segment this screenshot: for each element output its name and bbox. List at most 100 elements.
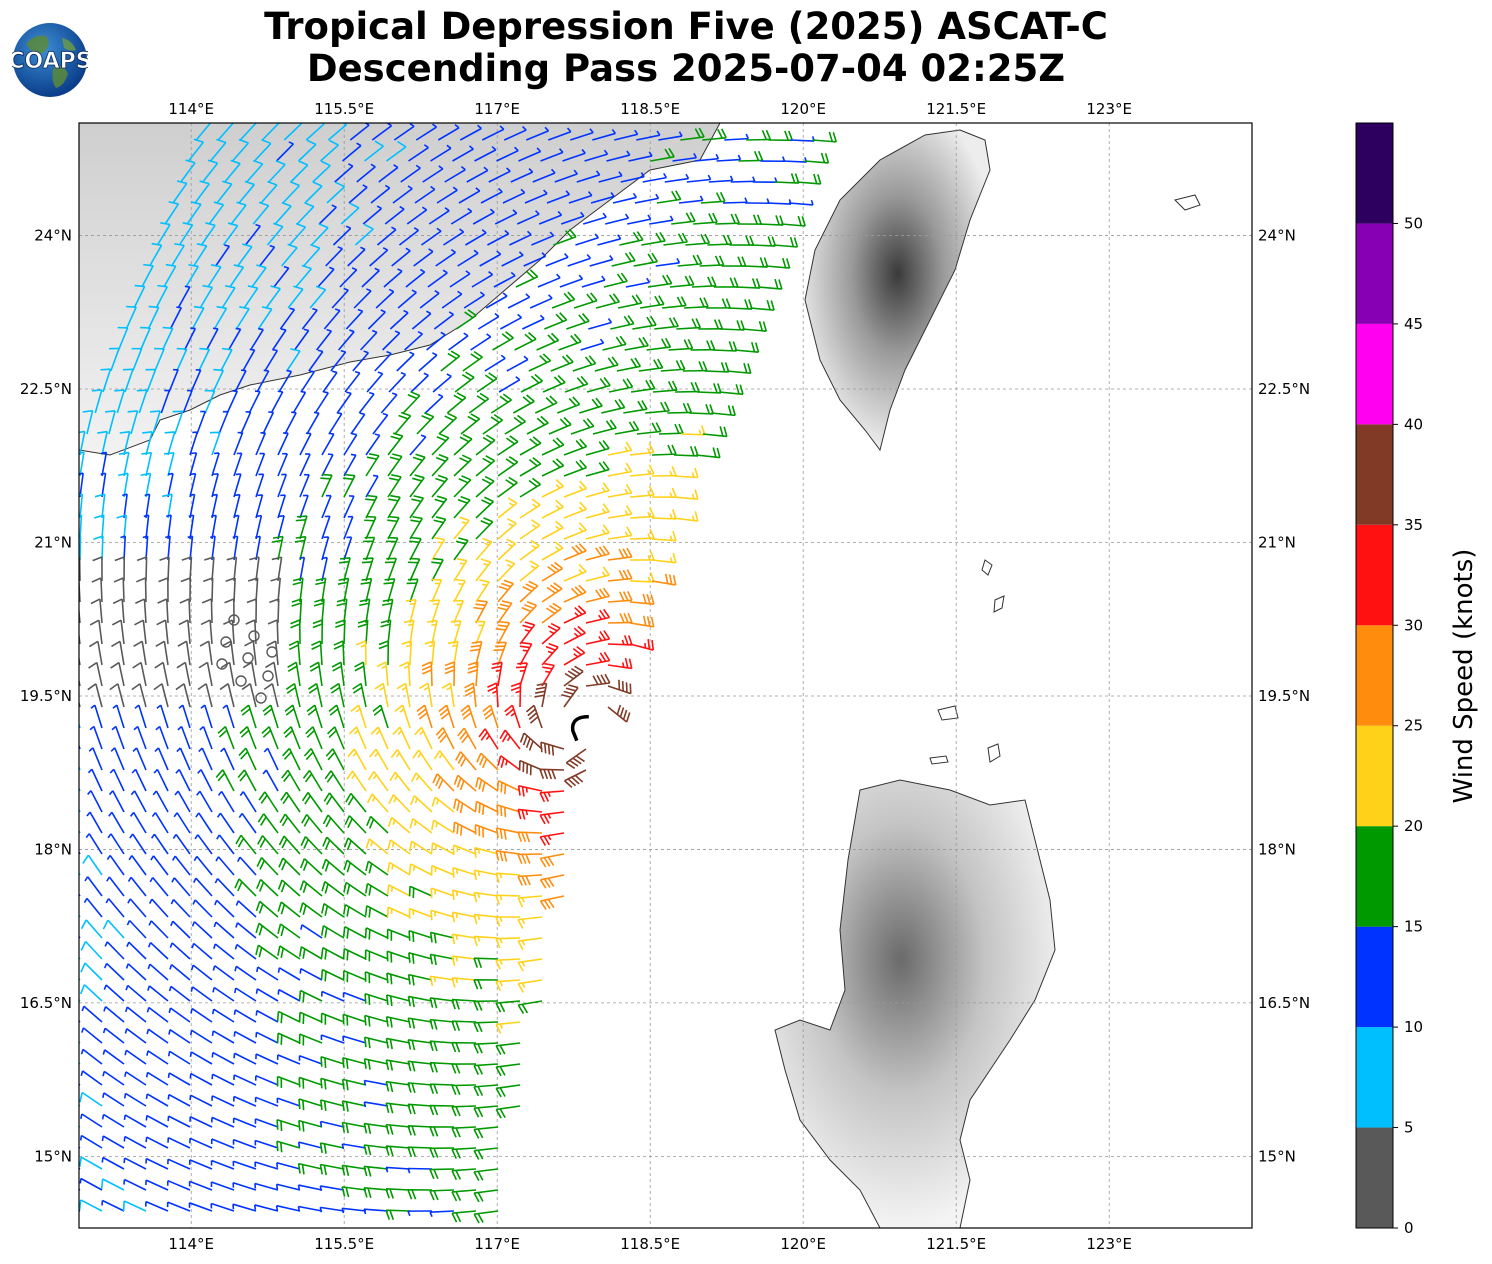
barb-feather: [363, 1080, 367, 1086]
wind-barb: [133, 284, 146, 309]
barb-feather: [470, 353, 480, 361]
barb-feather: [651, 252, 658, 263]
barb-feather: [551, 745, 555, 756]
wind-barb: [612, 192, 637, 204]
barb-feather: [364, 927, 368, 938]
wind-barb: [141, 263, 154, 288]
barb-feather: [473, 350, 483, 358]
barb-shaft: [361, 269, 380, 288]
barb-feather: [635, 294, 643, 304]
barb-shaft: [292, 391, 307, 414]
wind-barb: [348, 184, 368, 204]
wind-barb: [172, 180, 188, 204]
barb-feather: [455, 578, 466, 582]
barb-feather: [565, 230, 573, 239]
barb-feather: [719, 426, 724, 437]
wind-barb: [498, 376, 521, 393]
barb-feather: [305, 432, 312, 435]
barb-shaft: [588, 321, 612, 330]
barb-feather: [512, 209, 518, 214]
barb-feather: [319, 1207, 323, 1213]
barb-feather: [493, 413, 503, 421]
barb-feather: [637, 400, 644, 411]
barb-feather: [359, 412, 365, 416]
barb-shaft: [130, 410, 139, 435]
wind-barb: [594, 356, 619, 372]
barb-shaft: [262, 412, 275, 435]
barb-shaft: [248, 391, 261, 414]
barb-feather: [505, 437, 516, 445]
barb-feather: [671, 190, 678, 201]
barb-feather: [123, 1136, 126, 1142]
barb-feather: [233, 1009, 237, 1015]
barb-feather: [759, 257, 765, 268]
wind-barb: [641, 231, 666, 246]
barb-feather: [774, 278, 779, 289]
barb-feather: [657, 358, 664, 369]
barb-feather: [346, 950, 349, 961]
barb-feather: [430, 842, 434, 854]
barb-feather: [801, 216, 806, 227]
barb-shaft: [240, 411, 252, 435]
barb-feather: [595, 397, 603, 407]
wind-barb: [127, 410, 139, 435]
barb-feather: [797, 215, 802, 226]
barb-feather: [290, 348, 301, 352]
barb-shaft: [125, 306, 137, 330]
barb-shaft: [154, 348, 165, 372]
barb-feather: [100, 368, 111, 371]
wind-barb: [715, 213, 740, 225]
barb-feather: [442, 269, 448, 274]
lat-tick-label-left: 24°N: [34, 227, 72, 245]
barb-shaft: [455, 314, 477, 330]
barb-feather: [558, 148, 564, 153]
barb-shaft: [350, 413, 366, 435]
barb-feather: [700, 234, 707, 244]
barb-feather: [364, 519, 375, 522]
wind-barb: [573, 292, 598, 309]
barb-shaft: [678, 199, 703, 204]
barb-feather: [745, 133, 749, 139]
wind-barb: [658, 423, 684, 435]
barb-feather: [570, 335, 578, 344]
barb-feather: [349, 329, 355, 333]
barb-shaft: [334, 165, 354, 183]
barb-feather: [417, 330, 423, 335]
barb-feather: [433, 557, 444, 561]
wind-barb: [262, 411, 275, 435]
wind-barb: [257, 306, 273, 330]
wind-barb: [526, 415, 549, 435]
lon-tick-label-top: 120°E: [780, 100, 826, 118]
wind-barb: [788, 199, 814, 206]
lon-tick-label-bottom: 121.5°E: [926, 1235, 986, 1253]
barb-shaft: [188, 598, 191, 624]
barb-feather: [517, 313, 523, 319]
barb-feather: [649, 379, 656, 389]
barb-feather: [436, 227, 442, 232]
barb-feather: [788, 130, 794, 141]
barb-feather: [756, 214, 762, 225]
barb-shaft: [229, 266, 245, 288]
barb-feather: [296, 515, 307, 518]
barb-feather: [410, 391, 421, 397]
wind-barb: [757, 278, 783, 290]
barb-shaft: [488, 170, 511, 183]
wind-barb: [79, 914, 81, 918]
barb-feather: [646, 316, 653, 327]
barb-feather: [280, 328, 287, 331]
barb-feather: [79, 1178, 82, 1184]
barb-shaft: [308, 351, 324, 372]
barb-feather: [297, 1206, 301, 1212]
barb-shaft: [233, 432, 244, 456]
barb-feather: [256, 264, 267, 269]
barb-feather: [718, 255, 725, 266]
barb-shaft: [207, 266, 222, 288]
wind-barb: [303, 243, 321, 267]
barb-feather: [189, 493, 195, 497]
barb-shaft: [450, 210, 473, 225]
wind-barb: [183, 327, 197, 351]
barb-shaft: [715, 222, 740, 225]
barb-shaft: [122, 577, 125, 603]
barb-feather: [663, 172, 668, 179]
barb-feather: [230, 159, 241, 165]
